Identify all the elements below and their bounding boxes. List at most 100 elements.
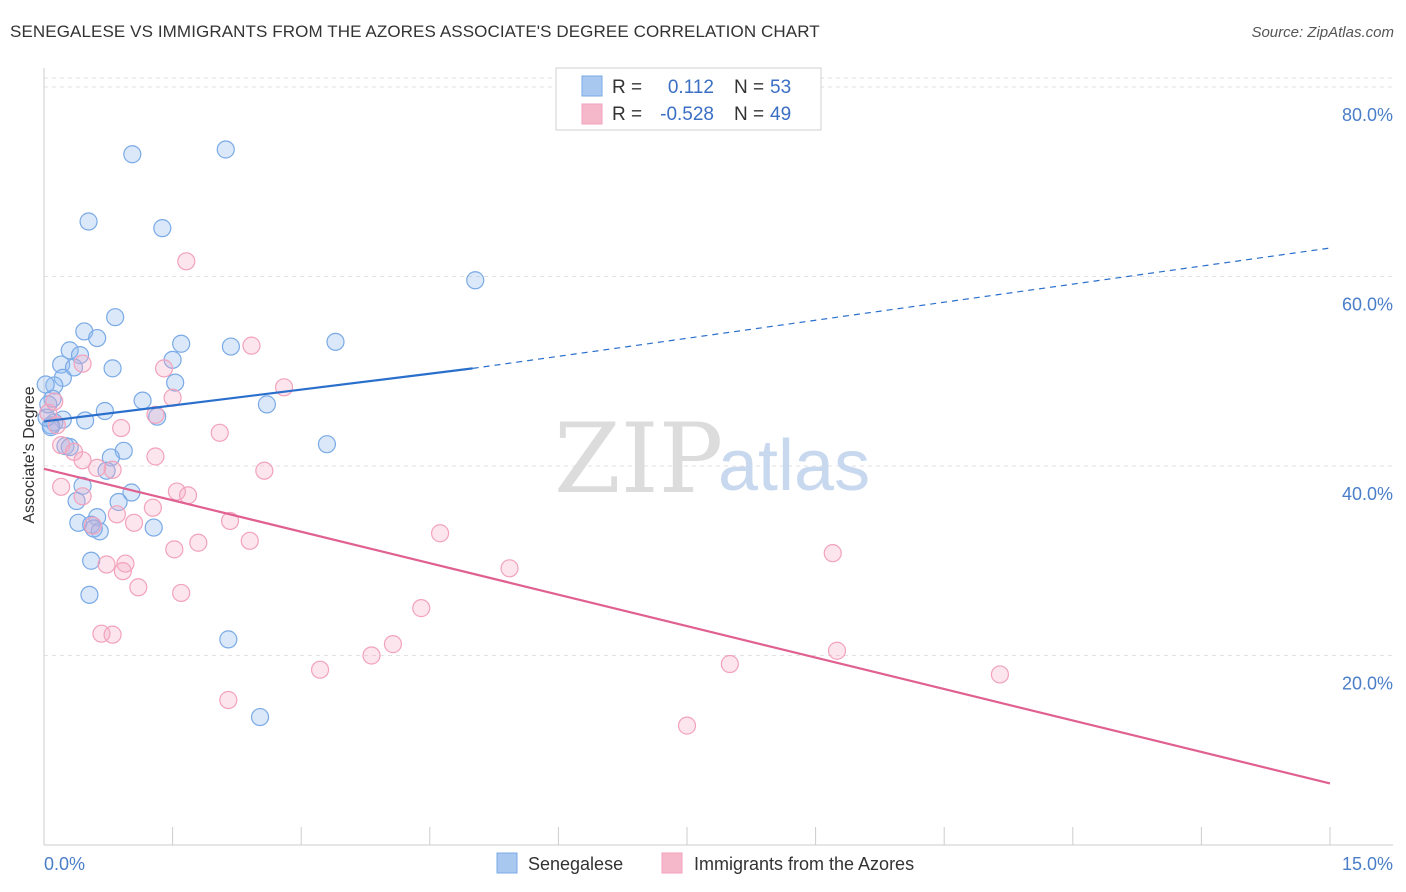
azores-point <box>189 533 208 552</box>
senegalese-point <box>67 491 86 511</box>
senegalese-point <box>172 334 191 353</box>
azores-point <box>990 665 1010 684</box>
y-tick-label: 20.0% <box>1342 673 1393 693</box>
data-points <box>36 140 1010 735</box>
azores-point <box>146 447 165 466</box>
y-tick-label: 40.0% <box>1342 484 1393 504</box>
senegalese-point <box>123 145 142 164</box>
legend-r-value-1: 0.112 <box>668 77 714 98</box>
azores-point <box>113 562 132 581</box>
azores-point <box>172 583 191 603</box>
azores-point <box>107 505 126 524</box>
y-tick-label: 80.0% <box>1342 105 1393 125</box>
senegalese-point <box>166 373 185 392</box>
y-tick-labels: 20.0% 40.0% 60.0% 80.0% <box>1342 105 1393 694</box>
senegalese-point <box>106 308 125 327</box>
trend-lines <box>43 247 1331 785</box>
azores-point <box>240 531 259 550</box>
senegalese-point <box>64 358 84 377</box>
legend-box: R = 0.112 N = 53 R = -0.528 N = 49 <box>555 67 822 131</box>
senegalese-point <box>82 551 101 570</box>
legend-swatch-senegalese <box>581 75 603 97</box>
bottom-legend-swatch-azores <box>661 852 683 874</box>
axes <box>43 68 1393 846</box>
azores-point <box>73 451 92 470</box>
azores-point <box>823 544 842 563</box>
azores-point <box>310 660 330 679</box>
azores-point <box>178 486 198 505</box>
x-tick-label-max: 15.0% <box>1342 854 1393 874</box>
azores-point <box>73 354 92 373</box>
azores-point <box>362 646 381 665</box>
azores-point <box>112 418 131 438</box>
azores-point <box>73 487 92 506</box>
azores-point <box>500 559 519 578</box>
senegalese-point <box>250 707 270 727</box>
azores-point <box>83 516 102 535</box>
azores-point <box>167 482 186 501</box>
senegalese-point <box>88 328 107 348</box>
azores-point <box>88 458 107 477</box>
azores-point <box>97 555 116 574</box>
azores-point <box>154 359 174 378</box>
bottom-legend-label-senegalese: Senegalese <box>528 854 623 874</box>
senegalese-point <box>133 391 152 410</box>
senegalese-point <box>36 375 55 394</box>
senegalese-point <box>144 518 163 537</box>
legend-swatch-azores <box>581 103 603 125</box>
y-tick-label: 60.0% <box>1342 294 1393 314</box>
azores-point <box>146 405 165 424</box>
bottom-legend-swatch-senegalese <box>496 852 518 874</box>
azores-point <box>677 716 697 735</box>
senegalese-point <box>153 219 172 238</box>
watermark: ZIP atlas <box>554 403 870 515</box>
legend-n-value-2: 49 <box>770 104 791 125</box>
y-axis-label: Associate's Degree <box>21 386 38 523</box>
chart-title: SENEGALESE VS IMMIGRANTS FROM THE AZORES… <box>10 22 820 41</box>
azores-point <box>45 392 64 411</box>
azores-point <box>165 540 184 559</box>
azores-point <box>103 625 122 644</box>
azores-point <box>177 252 196 271</box>
azores-point <box>210 423 229 442</box>
watermark-atlas: atlas <box>718 426 870 506</box>
senegalese-trend-line <box>43 367 473 423</box>
azores-point <box>143 498 162 517</box>
legend-n-value-1: 53 <box>770 77 791 98</box>
senegalese-point <box>95 401 114 421</box>
grid-lines <box>44 77 1393 656</box>
bottom-legend-label-azores: Immigrants from the Azores <box>694 854 914 874</box>
senegalese-point <box>257 395 277 414</box>
senegalese-point <box>317 435 337 454</box>
x-tick-label-min: 0.0% <box>44 854 85 874</box>
azores-point <box>219 690 238 710</box>
senegalese-point <box>60 341 79 360</box>
legend-n-label-2: N = <box>734 104 764 125</box>
azores-point <box>103 460 122 479</box>
azores-point <box>124 513 144 532</box>
azores-point <box>720 654 739 674</box>
azores-point <box>242 336 261 355</box>
watermark-zip: ZIP <box>554 403 723 515</box>
senegalese-point <box>326 332 345 351</box>
legend-r-label-1: R = <box>612 77 642 98</box>
azores-point <box>129 578 148 597</box>
senegalese-point <box>221 337 240 356</box>
azores-trend-line <box>43 467 1331 785</box>
chart-source: Source: ZipAtlas.com <box>1251 24 1394 41</box>
senegalese-point <box>216 140 235 159</box>
azores-point <box>383 635 403 654</box>
azores-point <box>220 511 240 531</box>
azores-point <box>255 461 274 480</box>
azores-point <box>430 524 450 543</box>
azores-point <box>412 599 431 618</box>
azores-point <box>827 641 847 660</box>
legend-r-value-2: -0.528 <box>660 104 714 125</box>
azores-point <box>52 477 71 496</box>
senegalese-trend-extension <box>472 247 1331 369</box>
bottom-legend: Senegalese Immigrants from the Azores <box>496 852 914 874</box>
senegalese-point <box>80 585 99 604</box>
senegalese-point <box>79 212 98 231</box>
legend-n-label-1: N = <box>734 77 764 98</box>
